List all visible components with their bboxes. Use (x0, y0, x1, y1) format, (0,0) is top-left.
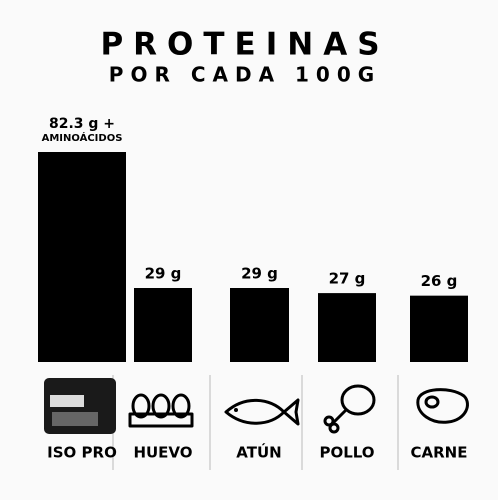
chart-subtitle: POR CADA 100G (109, 63, 381, 87)
category-label: ISO PRO (47, 444, 117, 462)
icon-eggs (128, 393, 194, 428)
bar (318, 293, 376, 362)
chart-title: PROTEINAS (100, 27, 389, 63)
value-label: 82.3 g + (49, 116, 115, 132)
value-label: 26 g (421, 272, 458, 290)
icon-fish (224, 398, 300, 426)
icon-package (44, 378, 116, 434)
category-label: CARNE (411, 444, 468, 462)
category-label: ATÚN (236, 443, 281, 462)
icon-steak (416, 388, 469, 424)
bar (134, 288, 192, 362)
bar (230, 288, 289, 362)
annotation: AMINOÁCIDOS (42, 131, 123, 144)
value-label: 27 g (329, 270, 366, 288)
icon-drumstick (323, 384, 376, 434)
bar (410, 295, 468, 362)
value-label: 29 g (241, 265, 278, 283)
category-label: POLLO (319, 444, 374, 462)
value-label: 29 g (145, 265, 182, 283)
category-label: HUEVO (133, 444, 192, 462)
bar (38, 152, 126, 362)
